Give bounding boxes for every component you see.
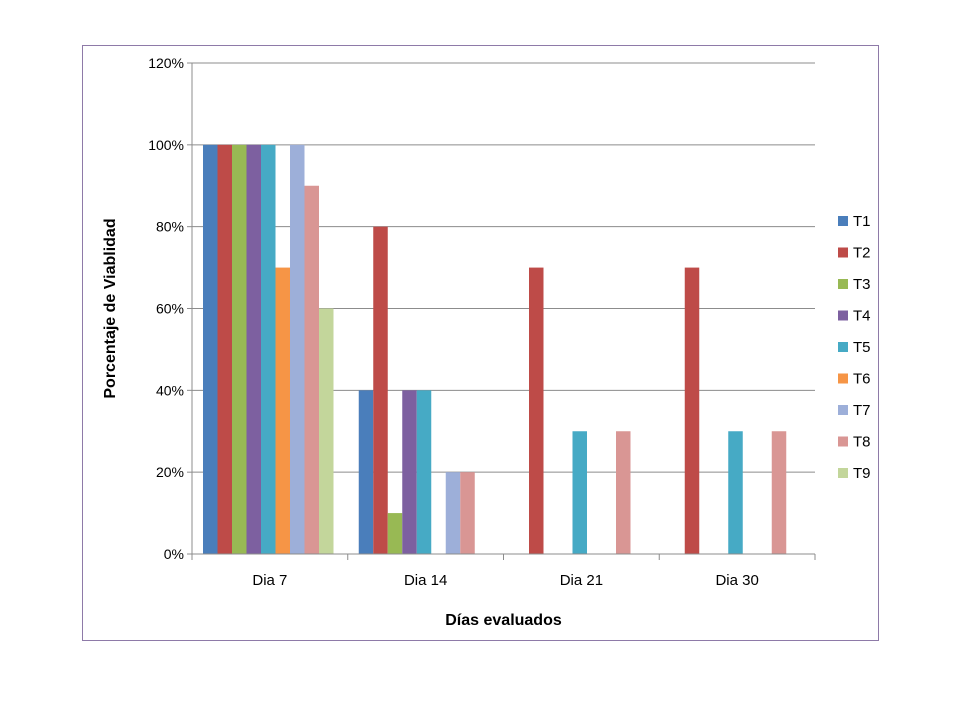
legend-label: T1 [853, 213, 871, 230]
x-tick-label: Dia 14 [404, 572, 447, 589]
bar [684, 267, 700, 554]
bars [203, 144, 787, 554]
bar [304, 185, 319, 554]
bar [416, 390, 432, 554]
legend-swatch [838, 342, 848, 352]
legend-label: T6 [853, 371, 871, 388]
bar [232, 144, 247, 554]
y-tick-label: 40% [156, 382, 184, 398]
legend-swatch [838, 468, 848, 478]
bar [203, 144, 218, 554]
bar [529, 267, 544, 554]
chart-frame: 0% 20% 40% 60% 80% 100% 120% Dia 7 Dia 14 Dia 21 D… [82, 45, 879, 641]
bar [217, 144, 232, 554]
y-tick-label: 0% [164, 546, 184, 562]
legend-swatch [838, 310, 848, 321]
bar [771, 431, 787, 554]
y-tick-label: 100% [148, 137, 184, 153]
legend-swatch [838, 279, 848, 289]
legend-swatch [838, 247, 848, 258]
bar [290, 144, 305, 554]
bar [387, 513, 403, 554]
legend-label: T7 [853, 402, 871, 419]
legend-label: T2 [853, 245, 871, 262]
axes: 0% 20% 40% 60% 80% 100% 120% Dia 7 Dia 14 Dia 21 D… [148, 55, 816, 589]
bar [358, 390, 374, 554]
x-axis-title: Días evaluados [445, 612, 562, 629]
y-tick-label: 60% [156, 301, 184, 317]
x-tick-label: Dia 30 [715, 572, 758, 589]
legend-swatch [838, 216, 848, 226]
bar-chart: 0% 20% 40% 60% 80% 100% 120% Dia 7 Dia 14 Dia 21 D… [102, 55, 871, 629]
bar [275, 267, 290, 554]
x-tick-label: Dia 7 [252, 572, 287, 589]
bar [261, 144, 276, 554]
bar [402, 390, 417, 554]
y-tick-label: 120% [148, 55, 184, 71]
legend-label: T4 [853, 308, 871, 325]
bar [616, 431, 631, 554]
x-tick-label: Dia 21 [560, 572, 603, 589]
bar [319, 308, 334, 554]
legend-label: T9 [853, 465, 871, 482]
legend-label: T3 [853, 276, 871, 293]
bar [572, 431, 587, 554]
y-axis-title: Porcentaje de Viablidad [102, 218, 119, 398]
y-tick-label: 20% [156, 464, 184, 480]
legend-swatch [838, 373, 848, 384]
legend: T1 T2 T3 T4 T5 T6 T7 T8 T9 [838, 213, 871, 482]
legend-swatch [838, 436, 848, 447]
bar [246, 144, 261, 554]
legend-label: T8 [853, 434, 871, 451]
legend-label: T5 [853, 339, 871, 356]
bar [728, 431, 743, 554]
legend-swatch [838, 405, 848, 415]
y-tick-label: 80% [156, 219, 184, 235]
bar [373, 226, 388, 554]
bar [445, 472, 461, 554]
bar [460, 472, 475, 554]
